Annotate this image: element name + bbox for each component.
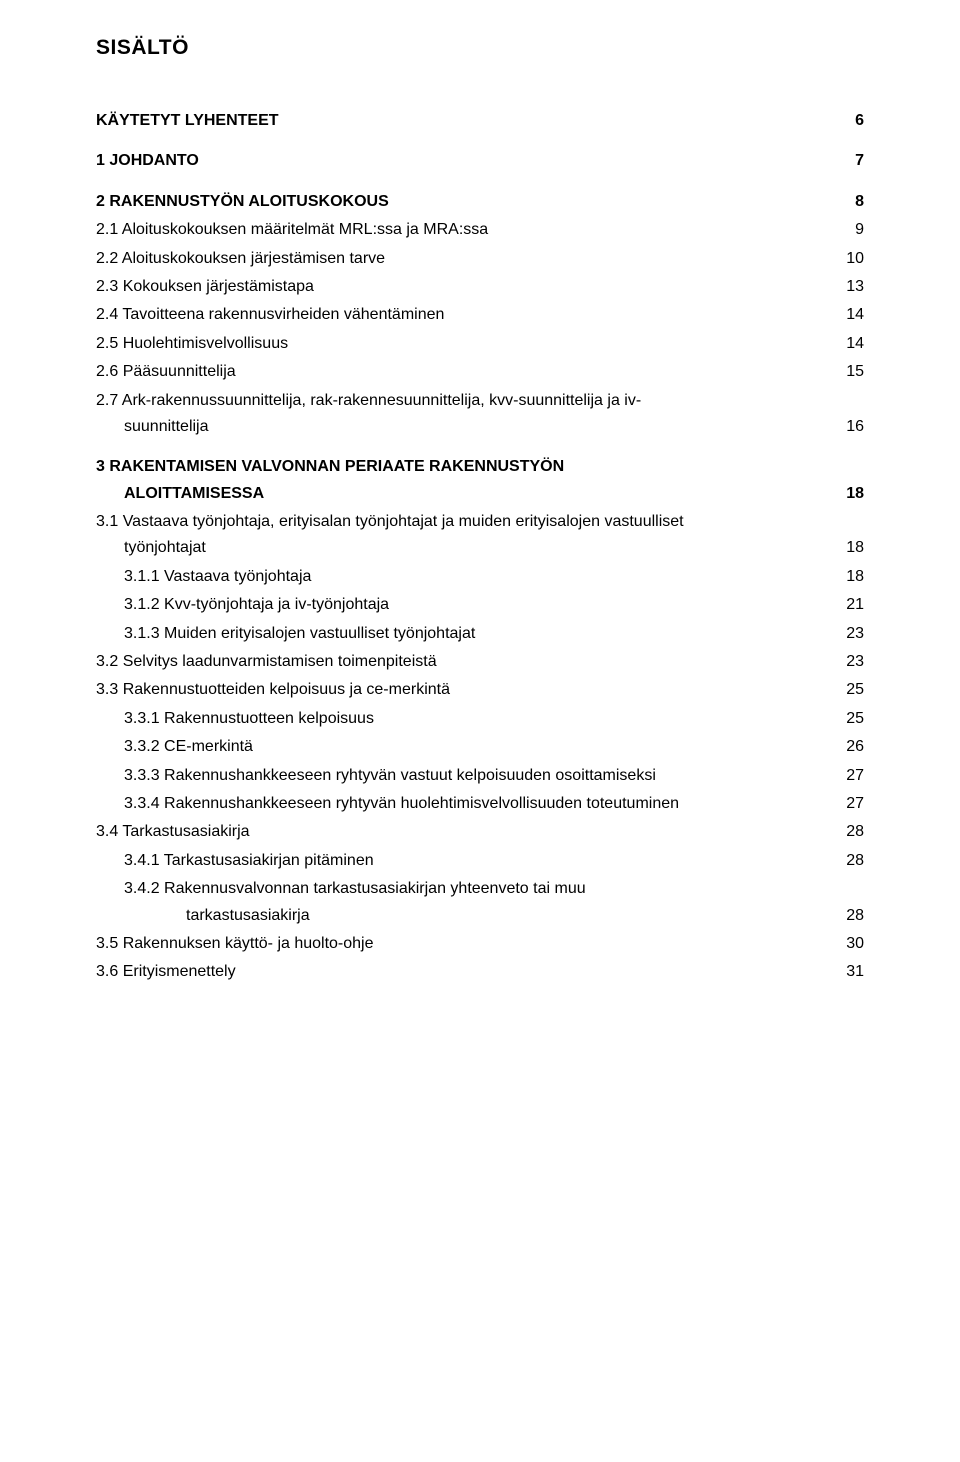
toc-entry-label: 2.5 Huolehtimisvelvollisuus <box>96 331 836 357</box>
toc-entry: 2.6 Pääsuunnittelija15 <box>96 359 864 385</box>
toc-entry: 2.2 Aloituskokouksen järjestämisen tarve… <box>96 246 864 272</box>
toc-entry: 2.3 Kokouksen järjestämistapa13 <box>96 274 864 300</box>
toc-entry-label: 2 RAKENNUSTYÖN ALOITUSKOKOUS <box>96 189 836 215</box>
toc-entry-page: 8 <box>836 189 864 215</box>
toc-entry: 2.1 Aloituskokouksen määritelmät MRL:ssa… <box>96 217 864 243</box>
toc-entry-label: 2.1 Aloituskokouksen määritelmät MRL:ssa… <box>96 217 836 243</box>
toc-entry-page: 27 <box>836 791 864 817</box>
toc-entry-page: 28 <box>836 848 864 874</box>
toc-entry: 2.7 Ark-rakennussuunnittelija, rak-raken… <box>96 388 864 441</box>
document-page: SISÄLTÖ KÄYTETYT LYHENTEET61 JOHDANTO72 … <box>0 0 960 1028</box>
toc-entry: 2.5 Huolehtimisvelvollisuus14 <box>96 331 864 357</box>
toc-entry-label: 1 JOHDANTO <box>96 148 836 174</box>
toc-entry-label: 3.4 Tarkastusasiakirja <box>96 819 836 845</box>
toc-entry: 3.4.2 Rakennusvalvonnan tarkastusasiakir… <box>96 876 864 929</box>
toc-entry: 3.3.1 Rakennustuotteen kelpoisuus25 <box>96 706 864 732</box>
toc-entry-label: 3.1 Vastaava työnjohtaja, erityisalan ty… <box>96 509 836 562</box>
toc-entry: 3.2 Selvitys laadunvarmistamisen toimenp… <box>96 649 864 675</box>
toc-entry-label: 3.4.1 Tarkastusasiakirjan pitäminen <box>96 848 836 874</box>
document-title: SISÄLTÖ <box>96 36 864 60</box>
toc-entry-label: 3.1.2 Kvv-työnjohtaja ja iv-työnjohtaja <box>96 592 836 618</box>
toc-entry-page: 25 <box>836 677 864 703</box>
toc-entry: 3.4.1 Tarkastusasiakirjan pitäminen28 <box>96 848 864 874</box>
toc-entry-page: 15 <box>836 359 864 385</box>
toc-entry: KÄYTETYT LYHENTEET6 <box>96 108 864 134</box>
table-of-contents: KÄYTETYT LYHENTEET61 JOHDANTO72 RAKENNUS… <box>96 108 864 986</box>
toc-entry-label: 3.3.1 Rakennustuotteen kelpoisuus <box>96 706 836 732</box>
toc-entry-label: 2.4 Tavoitteena rakennusvirheiden vähent… <box>96 302 836 328</box>
toc-entry: 3.4 Tarkastusasiakirja28 <box>96 819 864 845</box>
toc-entry-page: 30 <box>836 931 864 957</box>
toc-entry-page: 23 <box>836 621 864 647</box>
toc-entry-label: 3.3.3 Rakennushankkeeseen ryhtyvän vastu… <box>96 763 836 789</box>
toc-entry-label: 3.1.1 Vastaava työnjohtaja <box>96 564 836 590</box>
toc-entry-page: 10 <box>836 246 864 272</box>
toc-entry: 3.1.2 Kvv-työnjohtaja ja iv-työnjohtaja2… <box>96 592 864 618</box>
toc-entry-label: 3.2 Selvitys laadunvarmistamisen toimenp… <box>96 649 836 675</box>
toc-entry-label: 3.6 Erityismenettely <box>96 959 836 985</box>
toc-entry: 3.3.2 CE-merkintä26 <box>96 734 864 760</box>
toc-entry-page: 31 <box>836 959 864 985</box>
toc-entry-page: 27 <box>836 763 864 789</box>
toc-entry-page: 25 <box>836 706 864 732</box>
toc-entry: 3 RAKENTAMISEN VALVONNAN PERIAATE RAKENN… <box>96 454 864 507</box>
toc-entry-page: 7 <box>836 148 864 174</box>
toc-entry: 3.3.4 Rakennushankkeeseen ryhtyvän huole… <box>96 791 864 817</box>
toc-entry: 3.6 Erityismenettely31 <box>96 959 864 985</box>
toc-entry-label: 3 RAKENTAMISEN VALVONNAN PERIAATE RAKENN… <box>96 454 836 507</box>
toc-entry-label: 3.5 Rakennuksen käyttö- ja huolto-ohje <box>96 931 836 957</box>
toc-entry-page: 18 <box>836 481 864 507</box>
toc-entry-page: 6 <box>836 108 864 134</box>
toc-entry: 1 JOHDANTO7 <box>96 148 864 174</box>
toc-entry: 3.1.3 Muiden erityisalojen vastuulliset … <box>96 621 864 647</box>
toc-entry-label: 2.2 Aloituskokouksen järjestämisen tarve <box>96 246 836 272</box>
toc-entry: 3.3.3 Rakennushankkeeseen ryhtyvän vastu… <box>96 763 864 789</box>
toc-entry-page: 23 <box>836 649 864 675</box>
toc-entry-page: 9 <box>836 217 864 243</box>
toc-entry: 2 RAKENNUSTYÖN ALOITUSKOKOUS8 <box>96 189 864 215</box>
toc-entry-label: 3.3 Rakennustuotteiden kelpoisuus ja ce-… <box>96 677 836 703</box>
toc-entry-page: 16 <box>836 414 864 440</box>
toc-entry-page: 28 <box>836 819 864 845</box>
toc-entry-page: 14 <box>836 302 864 328</box>
toc-entry-label: 3.4.2 Rakennusvalvonnan tarkastusasiakir… <box>96 876 836 929</box>
toc-entry: 3.5 Rakennuksen käyttö- ja huolto-ohje30 <box>96 931 864 957</box>
toc-entry-label: 2.7 Ark-rakennussuunnittelija, rak-raken… <box>96 388 836 441</box>
toc-entry-page: 21 <box>836 592 864 618</box>
toc-entry-page: 28 <box>836 903 864 929</box>
toc-entry-label: 3.3.2 CE-merkintä <box>96 734 836 760</box>
toc-entry-page: 26 <box>836 734 864 760</box>
toc-entry: 3.3 Rakennustuotteiden kelpoisuus ja ce-… <box>96 677 864 703</box>
toc-entry-label: 3.3.4 Rakennushankkeeseen ryhtyvän huole… <box>96 791 836 817</box>
toc-entry: 3.1 Vastaava työnjohtaja, erityisalan ty… <box>96 509 864 562</box>
toc-entry-label: KÄYTETYT LYHENTEET <box>96 108 836 134</box>
toc-entry-page: 18 <box>836 535 864 561</box>
toc-entry-label: 2.3 Kokouksen järjestämistapa <box>96 274 836 300</box>
toc-entry-page: 13 <box>836 274 864 300</box>
toc-entry-label: 2.6 Pääsuunnittelija <box>96 359 836 385</box>
toc-entry-label: 3.1.3 Muiden erityisalojen vastuulliset … <box>96 621 836 647</box>
toc-entry-page: 14 <box>836 331 864 357</box>
toc-entry: 3.1.1 Vastaava työnjohtaja18 <box>96 564 864 590</box>
toc-entry-page: 18 <box>836 564 864 590</box>
toc-entry: 2.4 Tavoitteena rakennusvirheiden vähent… <box>96 302 864 328</box>
